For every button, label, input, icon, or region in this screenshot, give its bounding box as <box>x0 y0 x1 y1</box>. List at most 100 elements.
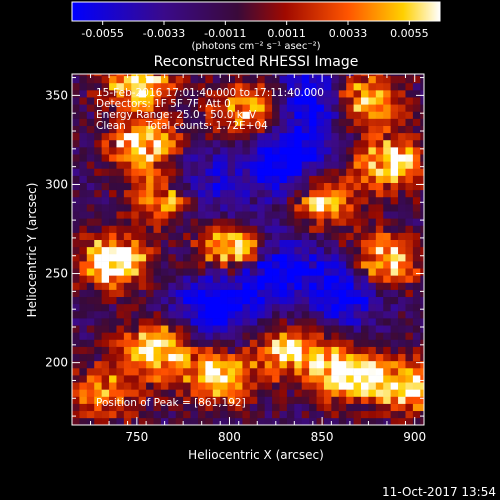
heatmap-cell <box>101 196 110 205</box>
heatmap-cell <box>235 154 243 162</box>
heatmap-cell <box>190 275 199 283</box>
heatmap-cell <box>138 289 147 298</box>
heatmap-cell <box>383 253 391 262</box>
heatmap-cell <box>279 296 288 305</box>
heatmap-cell <box>309 382 317 390</box>
heatmap-cell <box>353 339 362 347</box>
heatmap-cell <box>338 417 347 425</box>
heatmap-cell <box>375 396 384 404</box>
heatmap-cell <box>72 161 80 169</box>
heatmap-cell <box>301 161 310 169</box>
heatmap-cell <box>116 104 125 112</box>
heatmap-cell <box>235 82 243 91</box>
heatmap-cell <box>175 410 184 419</box>
heatmap-cell <box>235 75 243 84</box>
heatmap-cell <box>153 75 162 84</box>
heatmap-cell <box>72 332 80 340</box>
heatmap-cell <box>183 75 191 84</box>
heatmap-cell <box>257 196 265 205</box>
heatmap-cell <box>338 82 347 91</box>
heatmap-cell <box>116 154 125 162</box>
heatmap-cell <box>375 204 384 212</box>
heatmap-cell <box>249 367 258 376</box>
heatmap-cell <box>264 417 273 425</box>
heatmap-cell <box>368 417 377 425</box>
heatmap-cell <box>398 417 406 425</box>
heatmap-cell <box>301 175 310 183</box>
heatmap-cell <box>249 175 258 183</box>
heatmap-cell <box>323 403 332 412</box>
heatmap-cell <box>190 389 199 397</box>
heatmap-cell <box>220 382 228 390</box>
heatmap-cell <box>86 147 95 155</box>
heatmap-cell <box>109 332 117 340</box>
heatmap-cell <box>353 154 362 162</box>
heatmap-cell <box>109 218 117 226</box>
heatmap-cell <box>257 375 265 383</box>
heatmap-cell <box>160 325 169 333</box>
heatmap-cell <box>205 346 214 355</box>
heatmap-cell <box>279 189 288 198</box>
heatmap-cell <box>398 225 406 233</box>
heatmap-cell <box>316 211 325 219</box>
heatmap-cell <box>316 403 325 412</box>
heatmap-cell <box>109 90 117 98</box>
heatmap-cell <box>242 261 251 269</box>
heatmap-cell <box>212 74 221 77</box>
heatmap-cell <box>249 403 258 412</box>
heatmap-cell <box>123 111 132 119</box>
heatmap-cell <box>101 139 110 148</box>
heatmap-cell <box>242 204 251 212</box>
heatmap-cell <box>383 225 391 233</box>
heatmap-cell <box>331 417 340 425</box>
heatmap-cell <box>146 74 154 77</box>
heatmap-cell <box>197 189 206 198</box>
heatmap-cell <box>323 253 332 262</box>
heatmap-cell <box>279 325 288 333</box>
heatmap-cell <box>338 346 347 355</box>
heatmap-cell <box>346 296 354 305</box>
heatmap-cell <box>94 325 102 333</box>
heatmap-cell <box>272 97 280 105</box>
heatmap-cell <box>390 189 399 198</box>
heatmap-cell <box>123 232 132 241</box>
heatmap-cell <box>131 75 139 84</box>
heatmap-cell <box>294 417 303 425</box>
heatmap-cell <box>205 382 214 390</box>
heatmap-cell <box>309 346 317 355</box>
x-tick-label: 750 <box>125 430 148 444</box>
heatmap-cell <box>79 339 88 347</box>
heatmap-cell <box>309 375 317 383</box>
heatmap-cell <box>212 161 221 169</box>
heatmap-cell <box>101 175 110 183</box>
heatmap-cell <box>272 325 280 333</box>
heatmap-cell <box>420 382 424 390</box>
heatmap-cell <box>72 204 80 212</box>
heatmap-cell <box>101 90 110 98</box>
heatmap-cell <box>160 182 169 191</box>
heatmap-cell <box>301 225 310 233</box>
heatmap-cell <box>346 275 354 283</box>
heatmap-cell <box>309 147 317 155</box>
heatmap-cell <box>383 82 391 91</box>
colorbar-ticks: -0.0055 -0.0033 -0.0011 0.0011 0.0033 0.0055 <box>81 21 429 40</box>
heatmap-cell <box>294 82 303 91</box>
heatmap-cell <box>286 189 295 198</box>
heatmap-cell <box>249 396 258 404</box>
heatmap-cell <box>361 182 369 191</box>
heatmap-cell <box>205 168 214 176</box>
heatmap-cell <box>301 417 310 425</box>
heatmap-cell <box>86 175 95 183</box>
heatmap-cell <box>264 118 273 126</box>
heatmap-cell <box>405 353 414 362</box>
heatmap-cell <box>109 82 117 91</box>
heatmap-cell <box>331 289 340 298</box>
heatmap-cell <box>361 360 369 369</box>
heatmap-cell <box>353 318 362 326</box>
heatmap-cell <box>183 332 191 340</box>
heatmap-cell <box>323 161 332 169</box>
heatmap-cell <box>420 318 424 326</box>
heatmap-cell <box>368 410 377 419</box>
heatmap-cell <box>205 417 214 425</box>
heatmap-cell <box>220 253 228 262</box>
